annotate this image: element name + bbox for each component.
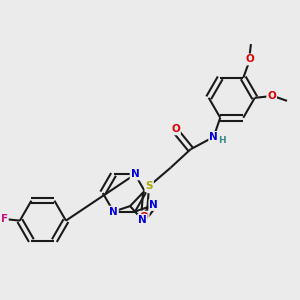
Text: N: N	[138, 215, 147, 225]
Text: O: O	[245, 54, 254, 64]
Text: O: O	[267, 91, 276, 101]
Text: N: N	[209, 132, 218, 142]
Text: N: N	[109, 207, 118, 217]
Text: H: H	[218, 136, 226, 145]
Text: S: S	[146, 181, 153, 191]
Text: N: N	[130, 169, 140, 179]
Text: N: N	[149, 200, 158, 210]
Text: O: O	[171, 124, 180, 134]
Text: F: F	[1, 214, 8, 224]
Text: O: O	[140, 212, 148, 222]
